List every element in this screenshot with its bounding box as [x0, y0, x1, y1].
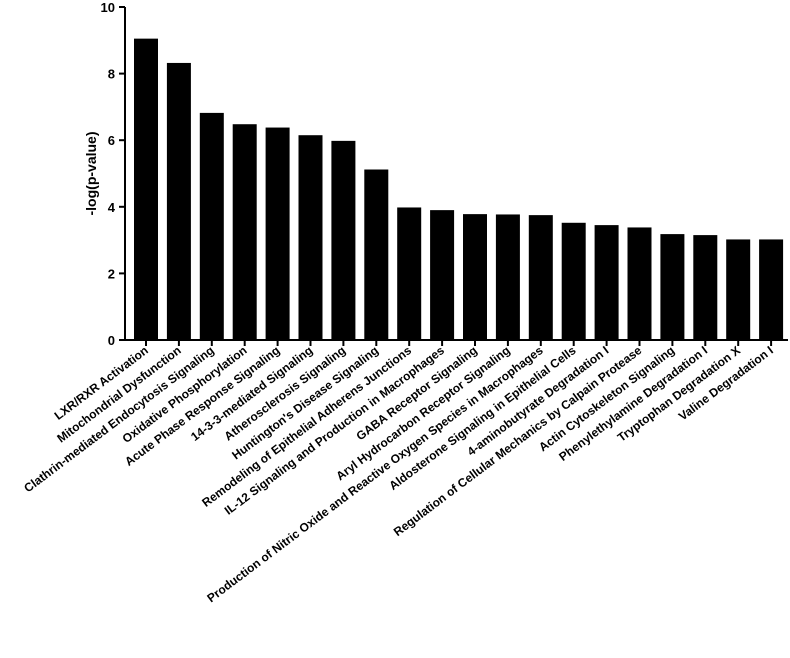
bar: [397, 207, 422, 340]
bar: [166, 62, 191, 340]
y-ticks-group: 0 2 4 6 8 10: [101, 0, 125, 348]
y-tick-label: 2: [108, 266, 115, 281]
bar: [759, 239, 784, 340]
bar: [298, 135, 323, 340]
y-tick-label: 6: [108, 133, 115, 148]
y-tick-label: 0: [108, 333, 115, 348]
y-tick-label: 10: [101, 0, 115, 15]
bar: [594, 225, 619, 340]
y-axis-title: -log(p-value): [83, 132, 99, 216]
bars-group: [134, 38, 784, 341]
bar: [660, 234, 685, 340]
bar: [693, 235, 718, 340]
bar: [495, 214, 520, 340]
x-ticks-group: [145, 340, 773, 346]
bar: [364, 169, 389, 340]
bar: [528, 215, 553, 340]
bar: [134, 38, 158, 340]
bar: [627, 227, 652, 340]
bar: [561, 222, 586, 340]
bar: [331, 140, 356, 340]
bar: [232, 124, 257, 340]
bar: [726, 239, 751, 340]
bar: [265, 127, 290, 341]
y-tick-label: 8: [108, 67, 115, 82]
bar: [199, 112, 224, 340]
y-tick-label: 4: [108, 200, 116, 215]
bar: [430, 210, 455, 340]
bar: [463, 214, 487, 340]
